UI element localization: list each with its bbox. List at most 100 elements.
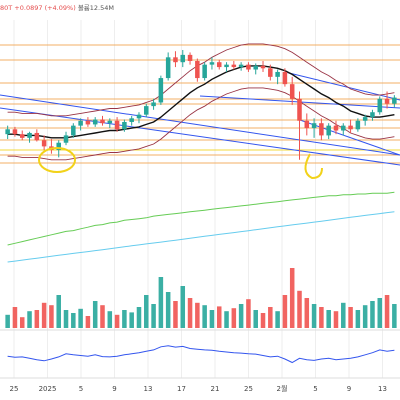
volume-bar — [202, 305, 207, 328]
x-tick-label: 2025 — [39, 385, 57, 393]
trend-line — [0, 107, 400, 166]
candle-body — [27, 132, 32, 138]
candle-body — [348, 125, 353, 130]
candle-body — [224, 64, 229, 68]
x-tick-label: 9 — [112, 385, 116, 393]
volume-bar — [129, 312, 134, 328]
volume-bar — [5, 314, 10, 328]
candle-body — [12, 129, 18, 135]
x-tick-label: 5 — [79, 385, 83, 393]
volume-bar — [107, 311, 113, 328]
candle-body — [71, 125, 76, 136]
x-tick-label: 13 — [378, 385, 387, 393]
candle-body — [122, 121, 127, 130]
candle-body — [100, 119, 105, 124]
candle-body — [289, 84, 295, 99]
volume-bar — [238, 304, 244, 328]
candle-body — [78, 120, 83, 126]
candle-body — [158, 78, 164, 103]
volume-bar — [71, 313, 76, 328]
candle-body — [209, 62, 215, 65]
volume-bar — [122, 310, 127, 328]
volume-bar — [187, 298, 193, 328]
volume-bar — [216, 306, 222, 328]
highlight-circle — [38, 147, 76, 173]
candle-body — [326, 125, 331, 136]
volume-bar — [362, 305, 368, 328]
moving-average-green — [7, 191, 395, 246]
volume-bar — [136, 307, 142, 328]
candle-body — [202, 64, 207, 79]
volume-bar — [304, 298, 310, 328]
candle-body — [362, 117, 368, 121]
candle-body — [129, 118, 134, 122]
x-tick-label: 21 — [211, 385, 220, 393]
candle-body — [180, 54, 186, 63]
volume-bar — [275, 311, 280, 328]
candle-body — [19, 134, 25, 138]
x-tick-label: 2월 — [277, 384, 288, 393]
volume-bar — [333, 311, 339, 328]
x-axis: 25 2025 5 9 13 17 21 25 2월 5 9 13 — [10, 384, 387, 393]
candle-body — [311, 123, 317, 129]
candle-body — [355, 120, 361, 130]
candle-body — [187, 54, 193, 61]
candle-body — [304, 120, 310, 129]
volume-bar — [224, 311, 229, 328]
volume-bar — [114, 314, 120, 328]
moving-average-cyan — [7, 211, 395, 263]
volume-bar — [173, 301, 178, 328]
chart-header: 80T +0.0897 (+4.09%) 볼륨12.54M — [0, 2, 114, 12]
volume-bar — [209, 310, 215, 328]
rsi-pane — [7, 345, 395, 364]
trend-line — [0, 94, 400, 156]
candle-body — [34, 132, 40, 141]
bollinger-lower — [7, 87, 395, 161]
candle-body — [384, 98, 390, 104]
candle-body — [319, 123, 324, 136]
candle-body — [392, 97, 397, 104]
x-tick-label: 17 — [177, 385, 186, 393]
candle-body — [216, 62, 222, 68]
candle-body — [377, 98, 383, 113]
volume-bar — [260, 313, 266, 328]
volume-bar — [12, 307, 18, 328]
volume-bar — [49, 305, 54, 328]
volume-bar — [246, 299, 251, 328]
volume-bar — [377, 298, 383, 328]
candle-body — [246, 64, 251, 70]
candle-body — [238, 64, 244, 68]
candle-body — [260, 65, 266, 69]
candle-body — [268, 68, 273, 77]
volume-bar — [41, 302, 47, 328]
volume-bar — [297, 290, 302, 328]
volume-bar — [92, 301, 98, 328]
candle-body — [253, 65, 258, 70]
price-pane — [0, 43, 400, 263]
highlight-circle — [304, 153, 323, 180]
x-tick-label: 5 — [313, 385, 317, 393]
candle-body — [114, 120, 120, 130]
volume-bar — [289, 268, 295, 328]
volume-bar — [158, 277, 164, 328]
volume-pane — [5, 268, 397, 328]
volume-bar — [100, 305, 105, 328]
volume-bar — [144, 295, 149, 328]
volume-bar — [384, 295, 390, 328]
candle-body — [282, 71, 288, 85]
candle-body — [92, 119, 98, 125]
candle-body — [231, 64, 237, 68]
volume-bar — [180, 286, 186, 328]
volume-bar — [282, 295, 288, 328]
candle-body — [63, 135, 69, 143]
candle-body — [297, 98, 302, 121]
candle-body — [5, 129, 10, 135]
volume-bar — [231, 308, 237, 328]
price-change-text: 80T +0.0897 (+4.09%) — [0, 4, 76, 12]
volume-bar — [195, 302, 200, 328]
x-tick-label: 13 — [144, 385, 153, 393]
candle-body — [151, 102, 156, 107]
volume-bar — [78, 308, 83, 328]
volume-bar — [348, 307, 353, 328]
